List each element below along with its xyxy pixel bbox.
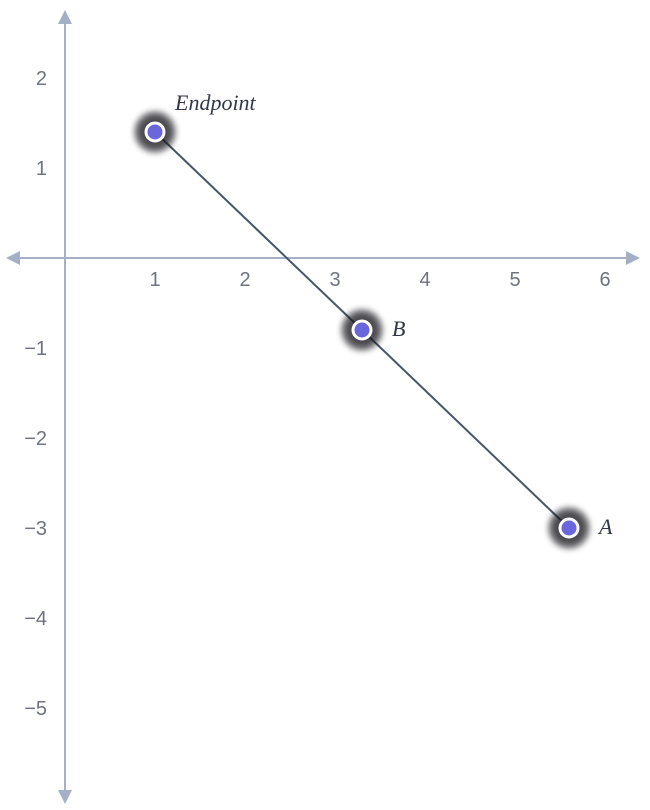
point-label: B [392,316,405,341]
x-tick-label: 3 [329,269,340,291]
x-axis-arrow-right [626,251,640,265]
x-tick-label: 2 [239,269,250,291]
point-dot-icon [146,123,164,141]
point-dot-icon [353,321,371,339]
point-B[interactable]: B [340,308,405,352]
y-tick-label: −5 [24,698,47,720]
x-tick-label: 4 [419,269,430,291]
x-tick-label: 1 [149,269,160,291]
point-label: A [597,514,613,539]
y-tick-label: 2 [36,68,47,90]
coordinate-plot: 1 2 3 4 5 6 1 2 −1 −2 −3 −4 −5 Endpoint B A [0,0,650,810]
y-tick-label: −1 [24,338,47,360]
x-tick-label: 5 [509,269,520,291]
x-tick-label: 6 [599,269,610,291]
point-label: Endpoint [174,90,257,115]
y-tick-label: −4 [24,608,47,630]
y-tick-label: −3 [24,518,47,540]
x-axis-arrow-left [6,251,20,265]
y-axis-arrow-up [58,10,72,24]
point-A[interactable]: A [547,506,613,550]
point-endpoint[interactable]: Endpoint [133,90,257,154]
point-dot-icon [560,519,578,537]
y-axis-arrow-down [58,790,72,804]
y-tick-label: −2 [24,428,47,450]
y-tick-label: 1 [36,158,47,180]
